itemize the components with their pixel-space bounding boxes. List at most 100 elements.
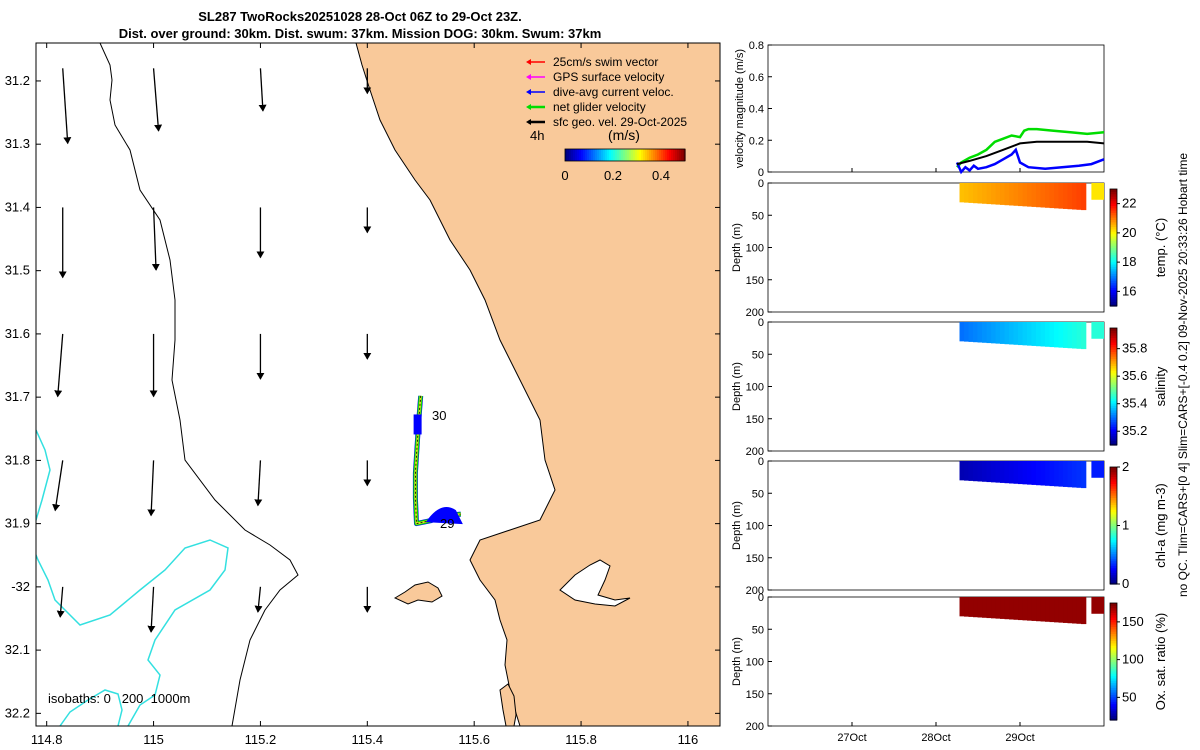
geo-velocity-arrow	[52, 460, 64, 512]
section-colorbar-segment	[1110, 210, 1117, 213]
section-colorbar-segment	[1110, 506, 1117, 510]
map-ytick-label: 32.1	[5, 642, 30, 657]
legend-item-label: GPS surface velocity	[553, 70, 664, 84]
section-colorbar-segment	[1110, 656, 1117, 660]
section-colorbar-segment	[1110, 259, 1117, 263]
section-data-cell	[1000, 461, 1006, 483]
section-data-cell	[1022, 461, 1028, 485]
section-data-cell	[986, 461, 992, 483]
section-colorbar-segment	[1110, 193, 1117, 197]
section-panel: 0 50 100 150 200 Depth (m) 16 18 20 22 temp. (°C)	[731, 178, 1168, 319]
colorbar-segment	[641, 149, 644, 161]
colorbar-segment	[589, 149, 592, 161]
colorbar-segment	[657, 149, 660, 161]
section-ylabel: Depth (m)	[731, 223, 743, 272]
colorbar-segment	[667, 149, 670, 161]
legend-arrowhead	[526, 119, 531, 125]
colorbar-segment	[671, 149, 674, 161]
section-data-cell	[1027, 461, 1033, 485]
colorbar-segment	[645, 149, 648, 161]
section-colorbar-label: 22	[1122, 196, 1136, 211]
section-colorbar-segment	[1110, 621, 1117, 625]
section-colorbar-segment	[1110, 546, 1117, 550]
section-xtick-label: 28Oct	[921, 732, 950, 744]
section-data-cell	[1031, 597, 1037, 621]
section-colorbar-label: 50	[1122, 689, 1136, 704]
map-ytick-label: 32.2	[5, 705, 30, 720]
section-colorbar-segment	[1110, 386, 1117, 390]
section-colorbar-segment	[1110, 628, 1117, 632]
section-colorbar-segment	[1110, 224, 1117, 228]
section-data-cell	[1067, 597, 1073, 624]
section-colorbar-segment	[1110, 353, 1117, 357]
section-data-cell	[1013, 597, 1019, 620]
section-colorbar-segment	[1110, 633, 1117, 637]
section-colorbar-segment	[1110, 607, 1117, 611]
section-colorbar-segment	[1110, 663, 1117, 667]
section-colorbar-segment	[1110, 381, 1117, 385]
section-colorbar-segment	[1110, 205, 1117, 209]
section-data-cell	[1076, 597, 1082, 624]
section-ytick-label: 100	[746, 243, 764, 255]
section-data-cell	[1031, 183, 1037, 207]
section-colorbar-segment	[1110, 682, 1117, 686]
section-colorbar-segment	[1110, 523, 1117, 527]
section-colorbar-label: 35.2	[1122, 423, 1147, 438]
colorbar-segment	[681, 149, 684, 161]
section-ylabel: Depth (m)	[731, 501, 743, 550]
colorbar-segment	[623, 149, 626, 161]
section-colorbar-segment	[1110, 614, 1117, 618]
section-data-cell	[1009, 461, 1015, 484]
section-colorbar-segment	[1110, 541, 1117, 545]
colorbar-tick-label: 0	[561, 168, 568, 183]
section-data-cell	[1081, 461, 1087, 489]
legend-interval-label: 4h	[530, 128, 544, 143]
section-data-cell	[982, 183, 988, 204]
section-data-cell	[1081, 322, 1087, 350]
section-data-cell	[1040, 183, 1046, 208]
section-data-cell	[977, 183, 983, 204]
section-colorbar-segment	[1110, 558, 1117, 562]
section-colorbar-segment	[1110, 610, 1117, 613]
section-data-cell	[968, 461, 974, 481]
velocity-ylabel: velocity magnitude (m/s)	[734, 49, 746, 168]
section-data-cell	[1091, 461, 1104, 478]
section-colorbar-segment	[1110, 391, 1117, 395]
map-xtick-label: 115.8	[565, 732, 597, 747]
section-data-cell	[1004, 322, 1010, 345]
section-colorbar-segment	[1110, 252, 1117, 256]
section-colorbar-segment	[1110, 275, 1117, 279]
section-ytick-label: 100	[746, 657, 764, 669]
section-colorbar-segment	[1110, 395, 1117, 399]
geo-velocity-arrow	[151, 207, 160, 271]
section-colorbar-segment	[1110, 619, 1117, 623]
section-colorbar-frame	[1109, 327, 1118, 446]
geo-velocity-arrow	[254, 460, 263, 507]
section-colorbar-segment	[1110, 346, 1117, 350]
section-colorbar-segment	[1110, 698, 1117, 702]
section-data-cell	[1036, 597, 1042, 622]
colorbar-segment	[577, 149, 580, 161]
section-colorbar-segment	[1110, 490, 1117, 494]
section-data-cell	[1081, 597, 1087, 625]
section-data-cell	[959, 322, 965, 342]
map-colorbar: 0 0.2 0.4	[561, 148, 686, 183]
section-data-cell	[995, 461, 1001, 483]
section-xtick-label: 29Oct	[1005, 732, 1034, 744]
velocity-axes	[767, 44, 1105, 173]
section-data-cell	[1054, 597, 1060, 623]
section-colorbar-segment	[1110, 705, 1117, 709]
section-colorbar-segment	[1110, 603, 1117, 606]
section-data-cell	[1054, 183, 1060, 209]
geo-velocity-arrow	[62, 68, 72, 145]
section-colorbar-label: 16	[1122, 283, 1136, 298]
section-colorbar-segment	[1110, 675, 1117, 679]
colorbar-segment	[615, 149, 618, 161]
colorbar-tick-label: 0.4	[652, 168, 670, 183]
section-colorbar-segment	[1110, 273, 1117, 277]
section-colorbar-segment	[1110, 245, 1117, 249]
section-colorbar-segment	[1110, 363, 1117, 367]
section-data-cell	[1063, 322, 1069, 348]
section-variable-label: salinity	[1153, 366, 1168, 406]
